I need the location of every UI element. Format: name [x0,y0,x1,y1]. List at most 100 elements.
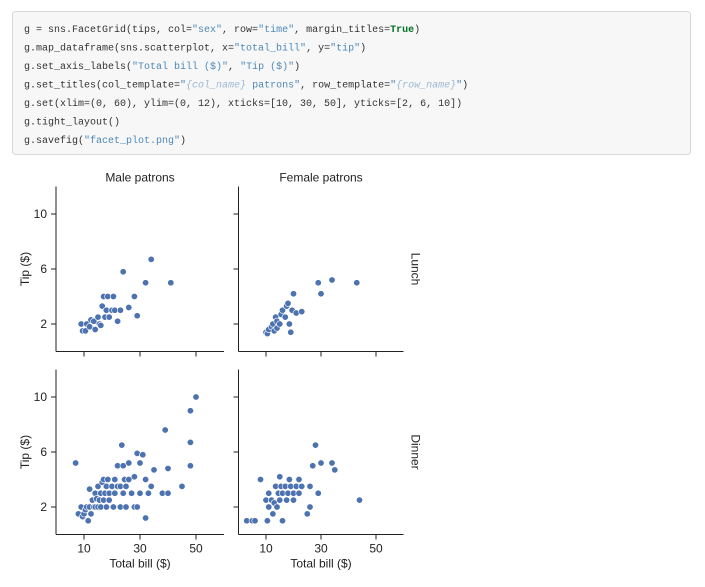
point [269,510,277,518]
x-tick-label: 10 [259,542,273,556]
code-block: g = sns.FacetGrid(tips, col="sex", row="… [24,24,468,147]
point [281,313,289,321]
point [303,510,311,518]
x-tick-label: 30 [133,542,147,556]
code-token: "total_bill" [234,43,306,55]
point [130,473,138,481]
point [86,323,94,331]
y-axis-label: Tip ($) [18,252,32,286]
point [94,313,102,321]
code-token: ) [294,61,300,73]
point [119,462,127,470]
code-line: g.savefig("facet_plot.png") [24,135,186,147]
point [128,489,136,497]
code-token: "Tip ($)" [240,61,294,73]
point [86,485,94,493]
point [136,459,144,467]
code-line: g.map_dataframe(sns.scatterplot, x="tota… [24,43,366,55]
y-tick-label: 10 [34,207,48,221]
point [111,475,119,483]
point [147,255,155,263]
point [102,503,110,511]
code-box [12,11,691,155]
point [97,321,105,329]
point [164,464,172,472]
point [317,290,325,298]
point [298,482,306,490]
point [125,303,133,311]
point [328,276,336,284]
point [125,459,133,467]
x-axis-label: Total bill ($) [109,557,170,571]
code-token: "Total bill ($)" [132,61,228,73]
point [328,459,336,467]
x-axis-label: Total bill ($) [290,557,351,571]
point [104,475,112,483]
code-token: ) [180,135,186,147]
point [87,510,95,518]
facet-title: Female patrons [279,171,362,185]
point [317,459,325,467]
point [105,496,113,504]
y-axis-label: Tip ($) [18,435,32,469]
point [306,503,314,511]
point [295,475,303,483]
x-tick-label: 10 [77,542,91,556]
point [186,438,194,446]
point [251,517,259,525]
code-token: , y= [306,44,330,55]
point [133,503,141,511]
code-line: g.set_axis_labels("Total bill ($)", "Tip… [24,61,300,73]
point [192,393,200,401]
point [142,279,150,287]
code-token: , row_template= [300,80,390,92]
point [263,517,271,525]
point [306,482,314,490]
point [133,312,141,320]
point [276,473,284,481]
point [265,489,273,497]
point [314,279,322,287]
point [147,482,155,490]
point [116,306,124,314]
point [91,325,99,333]
point [90,317,98,325]
point [314,489,322,497]
code-token: "facet_plot.png" [84,135,180,147]
facet-title: Male patrons [105,171,174,185]
row-title: Lunch [409,253,423,286]
code-token: "tip" [330,43,360,55]
point [284,299,292,307]
code-token: " [456,80,462,92]
point [186,462,194,470]
point [273,503,281,511]
point [278,306,286,314]
code-line: g = sns.FacetGrid(tips, col="sex", row="… [24,24,420,36]
code-token: " [390,80,396,92]
point [109,503,117,511]
point [285,320,293,328]
y-tick-label: 2 [40,317,47,331]
code-token: , row= [222,25,258,36]
x-tick-label: 50 [189,542,203,556]
point [276,320,284,328]
point [136,489,144,497]
x-tick-label: 50 [369,542,383,556]
point [164,489,172,497]
y-tick-label: 10 [34,390,48,404]
point [287,328,295,336]
point [150,466,158,474]
point [130,292,138,300]
code-line: g.tight_layout() [24,117,120,129]
point [355,496,363,504]
code-token: True [390,25,414,36]
code-token: g.savefig( [24,135,84,147]
point [81,327,89,335]
code-token: "time" [258,24,294,36]
code-token: ) [360,43,366,55]
point [114,317,122,325]
point [278,517,286,525]
point [331,466,339,474]
point [285,475,293,483]
